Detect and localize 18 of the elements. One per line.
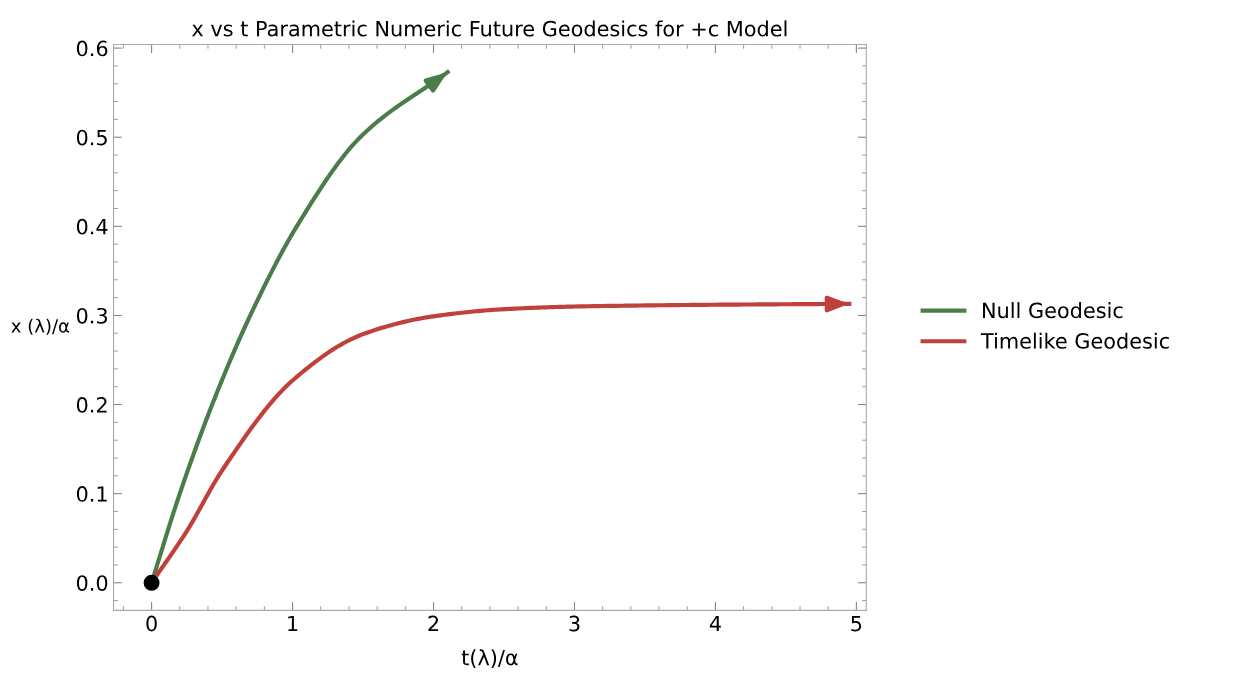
x-tick-label: 0 (146, 615, 157, 632)
y-tick-label: 0.3 (76, 307, 107, 324)
y-tick-label: 0.1 (76, 486, 107, 502)
y-tick-label: 0.5 (76, 129, 107, 146)
x-tick-label: 2 (428, 615, 439, 632)
y-tick-label: 0.0 (76, 575, 108, 591)
x-tick-label: 1 (288, 615, 298, 632)
y-tick-label: 0.6 (76, 40, 108, 57)
y-tick-label: 0.4 (76, 218, 108, 235)
legend-label: Timelike Geodesic (980, 332, 1169, 349)
y-axis-title: x (λ)/α (11, 318, 70, 335)
x-tick-label: 5 (851, 615, 862, 632)
chart-title: x vs t Parametric Numeric Future Geodesics for +c Model (192, 20, 787, 37)
x-tick-label: 3 (569, 615, 580, 632)
legend-label: Null Geodesic (983, 302, 1123, 319)
x-tick-label: 4 (709, 615, 721, 632)
x-axis-title: t(λ)/α (461, 649, 518, 668)
y-tick-label: 0.2 (76, 397, 107, 413)
